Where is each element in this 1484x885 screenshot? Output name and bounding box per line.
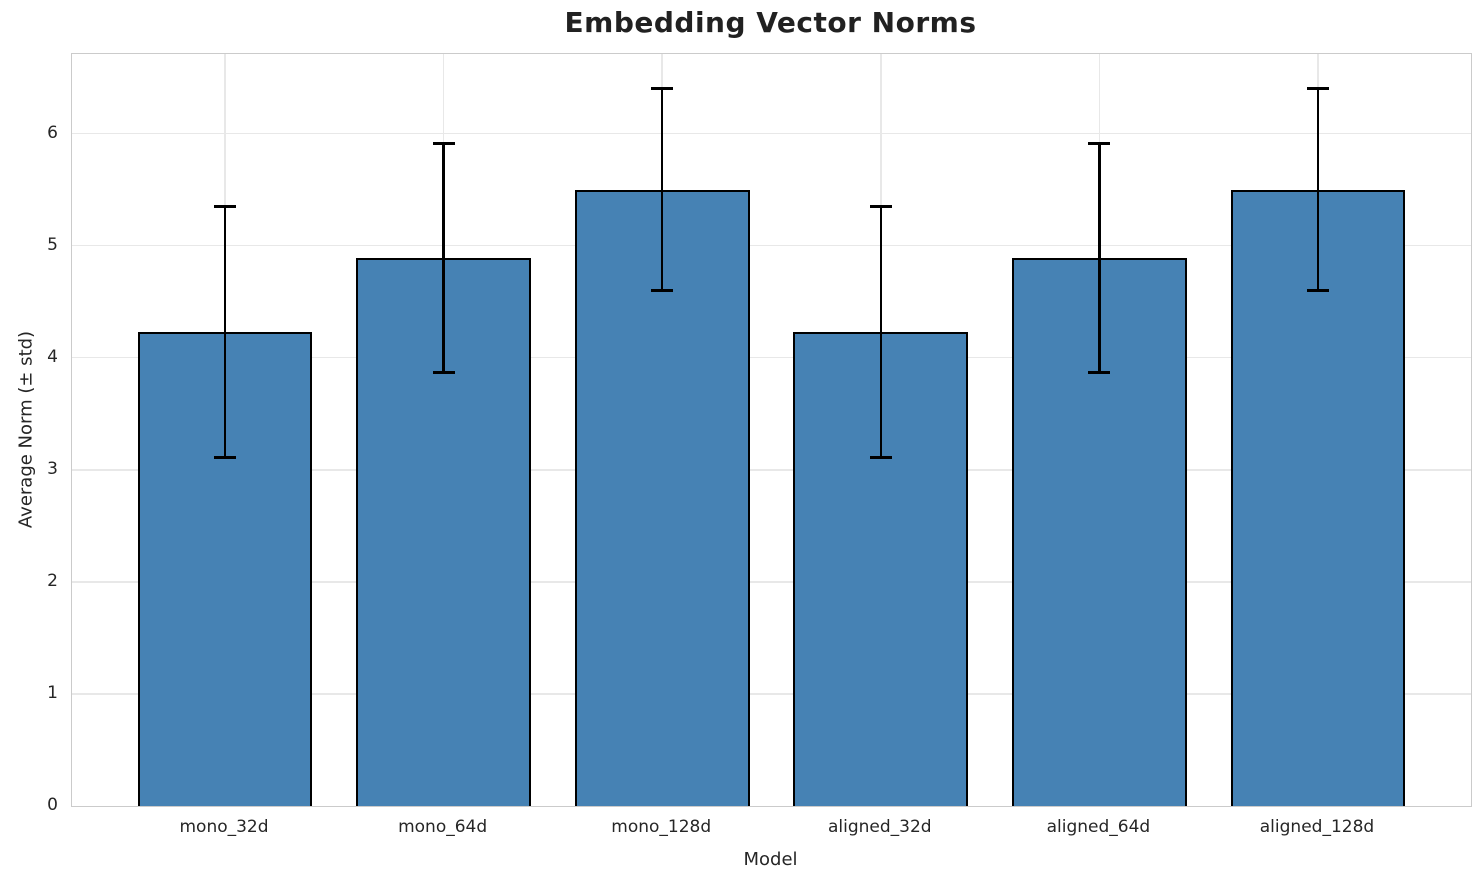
h-gridline: [72, 469, 1471, 471]
bar-aligned_128d: [1230, 189, 1406, 806]
x-tick-label: mono_32d: [179, 817, 269, 837]
error-bar-line-aligned_32d: [879, 206, 883, 458]
error-bar-line-mono_32d: [223, 206, 227, 458]
error-bar-line-mono_128d: [660, 88, 664, 291]
error-bar-line-aligned_128d: [1316, 88, 1320, 291]
error-bar-line-mono_64d: [442, 143, 445, 373]
y-axis-label: Average Norm (± std): [15, 330, 37, 529]
error-bar-top-cap-mono_128d: [651, 87, 674, 90]
error-bar-bottom-cap-mono_32d: [214, 456, 237, 459]
y-tick-label: 5: [47, 234, 58, 255]
x-axis-label: Model: [743, 849, 798, 870]
y-tick-label: 0: [47, 795, 58, 815]
x-tick-label: aligned_64d: [1046, 817, 1151, 837]
error-bar-top-cap-aligned_32d: [869, 205, 892, 208]
error-bar-bottom-cap-aligned_32d: [869, 456, 892, 459]
error-bar-line-aligned_64d: [1098, 143, 1101, 373]
h-gridline: [72, 132, 1471, 135]
error-bar-top-cap-mono_32d: [214, 205, 237, 208]
h-gridline: [72, 356, 1471, 359]
error-bar-bottom-cap-mono_64d: [432, 371, 455, 374]
h-gridline: [72, 693, 1471, 695]
y-tick-label: 1: [47, 682, 58, 703]
chart-title: Embedding Vector Norms: [564, 6, 977, 39]
error-bar-bottom-cap-aligned_64d: [1088, 371, 1111, 374]
error-bar-bottom-cap-mono_128d: [651, 289, 674, 292]
error-bar-top-cap-aligned_128d: [1306, 87, 1329, 90]
y-tick-label: 3: [47, 458, 58, 479]
x-tick-label: aligned_128d: [1259, 817, 1375, 837]
h-gridline: [72, 244, 1471, 247]
error-bar-top-cap-mono_64d: [432, 142, 455, 145]
x-tick-label: mono_128d: [611, 817, 712, 837]
x-tick-label: aligned_32d: [827, 817, 932, 837]
y-tick-label: 4: [47, 346, 58, 367]
bar-mono_128d: [574, 189, 750, 806]
error-bar-top-cap-aligned_64d: [1088, 142, 1111, 145]
error-bar-bottom-cap-aligned_128d: [1306, 289, 1329, 292]
y-tick-label: 6: [47, 122, 58, 143]
x-tick-label: mono_64d: [398, 817, 488, 837]
h-gridline: [72, 581, 1471, 583]
plot-area: [71, 53, 1472, 807]
y-tick-label: 2: [47, 570, 58, 591]
